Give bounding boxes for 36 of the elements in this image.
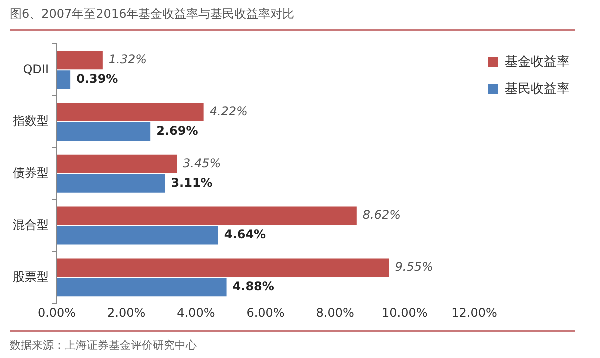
data-label: 4.22% [210,104,248,118]
bar [57,70,71,90]
data-label: 0.39% [76,72,118,86]
x-tick-label: 4.00% [177,306,216,320]
y-tick-label: 混合型 [13,218,49,232]
data-label: 4.64% [224,228,266,242]
data-label: 4.88% [232,280,274,294]
x-tick-label: 8.00% [316,306,354,320]
y-tick-label: 债券型 [13,166,49,180]
x-tick-label: 6.00% [246,306,285,320]
legend-label: 基民收益率 [505,80,570,97]
legend-label: 基金收益率 [505,54,570,70]
bar [57,51,103,70]
x-tick-label: 0.00% [38,306,76,320]
data-label: 9.55% [395,260,434,274]
data-label: 3.11% [171,176,213,190]
bar [57,154,178,174]
data-label: 1.32% [108,52,148,67]
data-label: 3.45% [183,156,222,170]
x-tick-label: 10.00% [382,306,428,320]
x-tick-label: 12.00% [452,306,498,320]
bar [57,122,151,141]
y-tick-label: 指数型 [12,114,49,128]
data-label: 8.62% [362,208,402,222]
source-note: 数据来源：上海证券基金评价研究中心 [10,330,575,353]
y-tick-label: 股票型 [13,270,49,284]
bar [57,103,204,122]
y-tick-label: QDII [23,62,49,76]
bar [57,278,227,297]
bar [57,226,218,245]
chart-title: 图6、2007年至2016年基金收益率与基民收益率对比 [10,6,575,31]
data-label: 2.69% [156,124,198,138]
bar [57,206,357,226]
bar [57,174,166,193]
x-tick-label: 2.00% [108,306,146,320]
bar [57,258,390,278]
